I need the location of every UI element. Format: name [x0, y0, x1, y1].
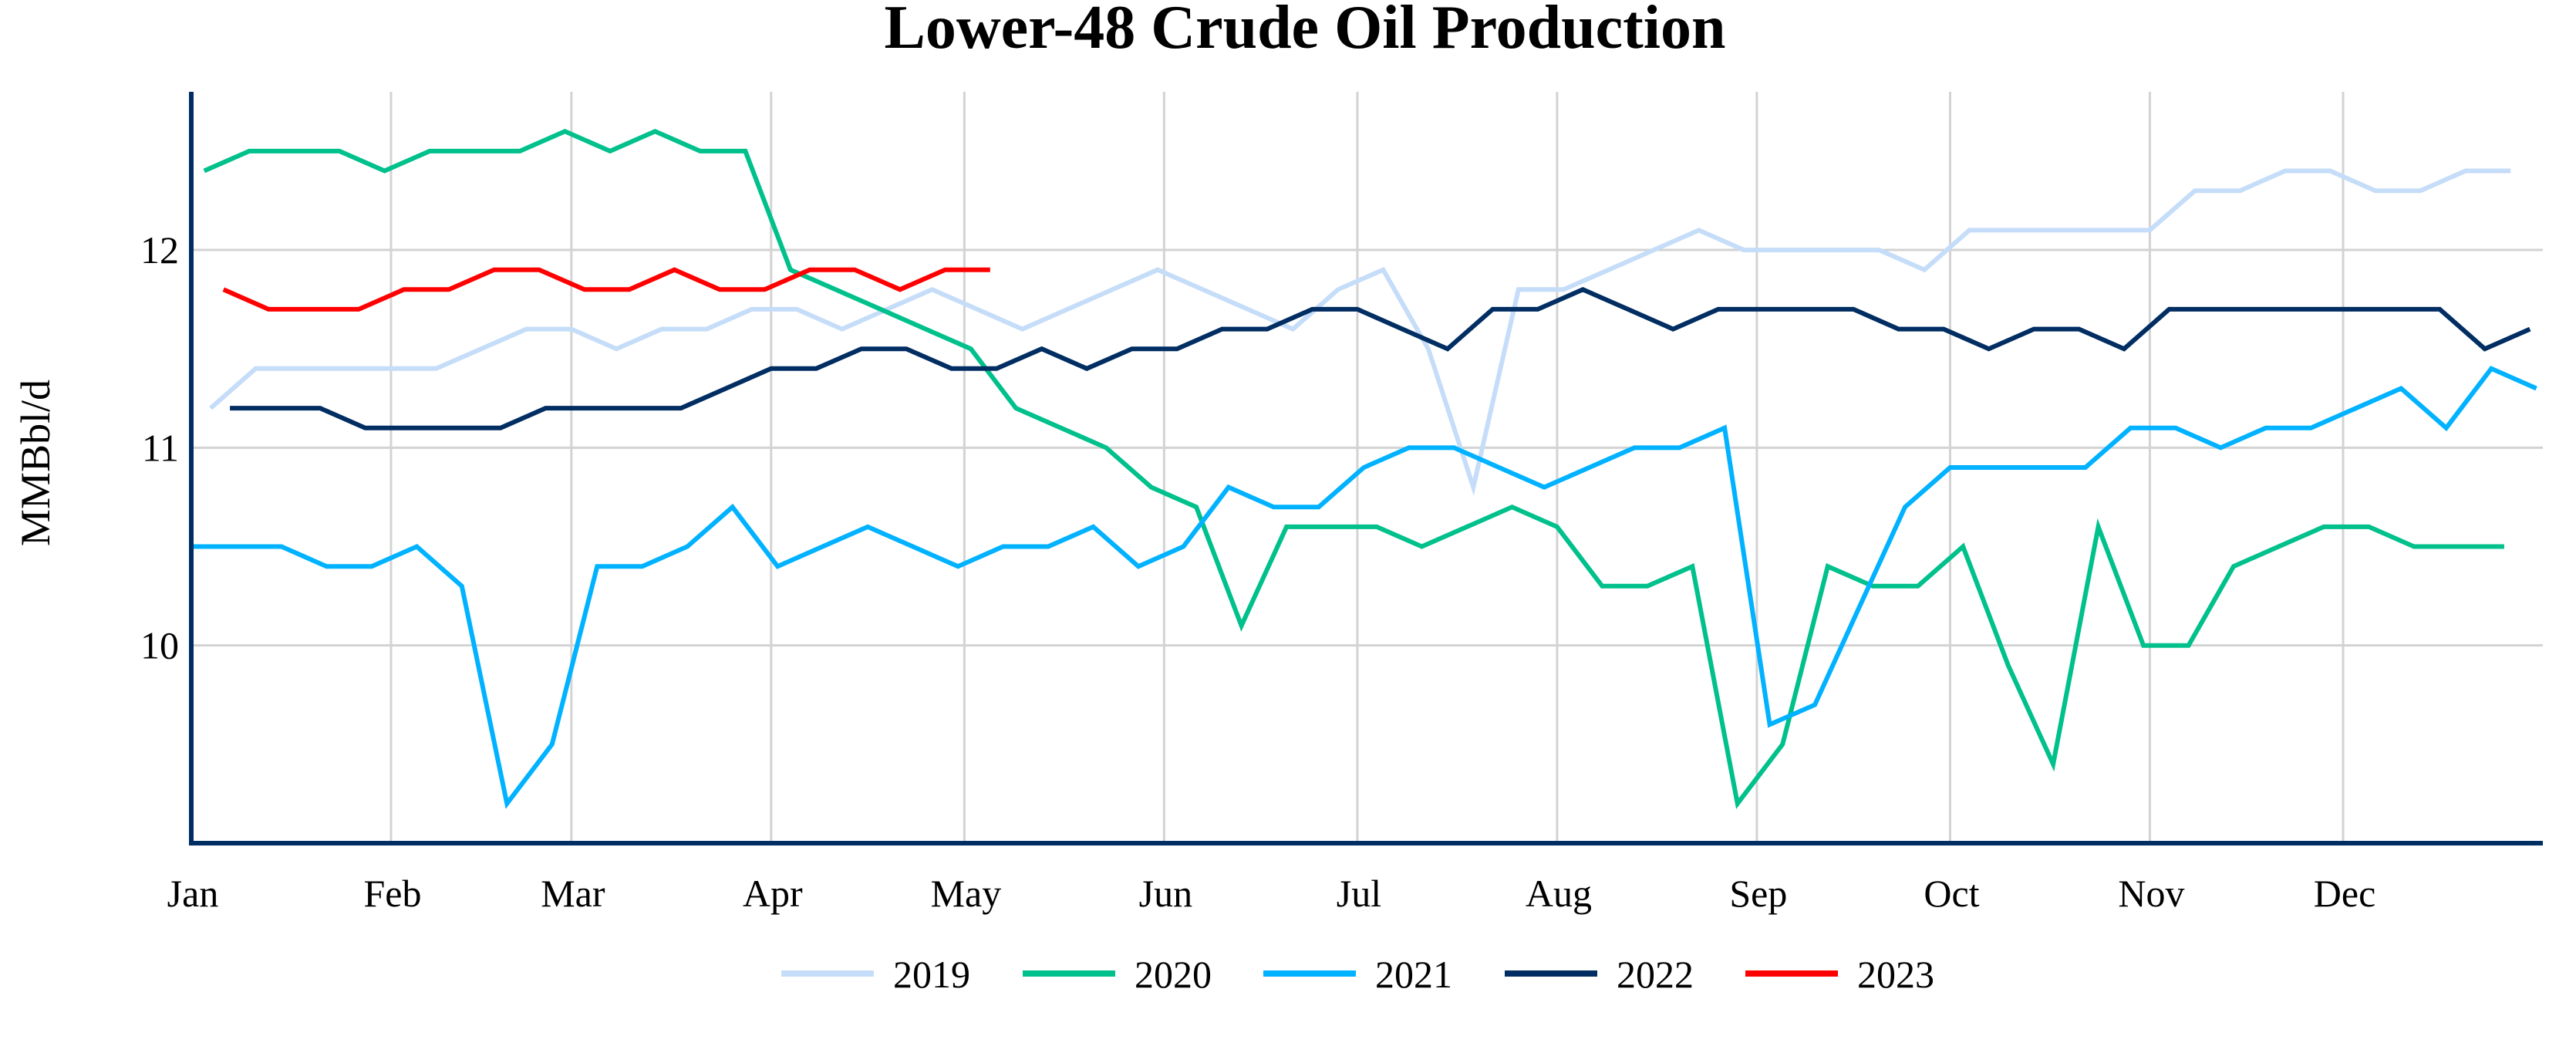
- series-line-2019: [209, 168, 2511, 496]
- y-tick-label: 12: [140, 228, 179, 272]
- legend-item-2020[interactable]: 2020: [1023, 953, 1212, 996]
- legend-label: 2021: [1375, 953, 1452, 996]
- series-lines: [191, 129, 2537, 809]
- x-tick-label: Dec: [2314, 872, 2376, 915]
- x-tick-label: Nov: [2118, 872, 2184, 915]
- y-tick-label: 11: [142, 426, 179, 469]
- x-tick-label: Jul: [1337, 872, 1381, 915]
- series-line-2022: [230, 287, 2531, 430]
- legend-label: 2022: [1617, 953, 1694, 996]
- y-tick-label: 10: [140, 624, 179, 667]
- x-tick-label: Jan: [167, 872, 219, 915]
- series-line-2023: [222, 267, 990, 312]
- legend-label: 2023: [1857, 953, 1934, 996]
- series-line-2021: [191, 366, 2537, 809]
- legend-item-2022[interactable]: 2022: [1505, 953, 1694, 996]
- legend-item-2019[interactable]: 2019: [781, 953, 970, 996]
- x-tick-label: Aug: [1526, 872, 1592, 915]
- x-tick-label: May: [931, 872, 1002, 915]
- x-tick-label: Apr: [743, 872, 803, 915]
- legend-item-2023[interactable]: 2023: [1745, 953, 1934, 996]
- y-axis-label: MMBbl/d: [12, 380, 59, 546]
- legend-label: 2020: [1135, 953, 1212, 996]
- x-tick-labels: Jan Feb Mar Apr May Jun Jul Aug Sep Oct Nov Dec: [167, 872, 2376, 915]
- x-tick-label: Mar: [541, 872, 605, 915]
- x-tick-label: Jun: [1139, 872, 1192, 915]
- legend-label: 2019: [893, 953, 970, 996]
- legend-item-2021[interactable]: 2021: [1263, 953, 1452, 996]
- chart-title: Lower-48 Crude Oil Production: [884, 0, 1725, 62]
- x-tick-label: Oct: [1924, 872, 1979, 915]
- x-tick-label: Sep: [1729, 872, 1787, 915]
- x-tick-label: Feb: [363, 872, 421, 915]
- legend: 2019 2020 2021 2022 2023: [781, 953, 1934, 996]
- series-line-2020: [203, 129, 2504, 809]
- y-tick-labels: 10 11 12: [140, 228, 179, 667]
